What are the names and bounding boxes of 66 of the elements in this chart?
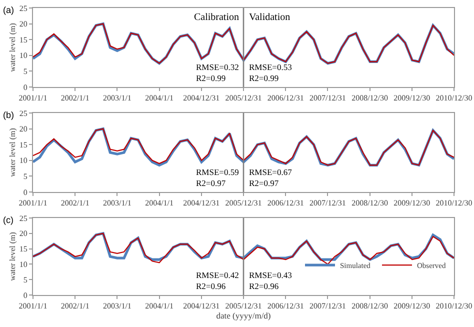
y-axis-title: water level (m)	[8, 128, 18, 177]
x-tick-label: 2006/12/31	[267, 198, 304, 208]
y-tick-label: 15	[19, 244, 28, 254]
x-tick-label: 2009/12/30	[394, 302, 430, 311]
y-tick-label: 5	[23, 172, 28, 181]
annotation: RMSE=0.43 R2=0.96	[249, 270, 292, 292]
y-tick-label: 25	[19, 4, 28, 13]
x-tick-label: 2001/1/1	[18, 94, 48, 103]
x-tick-label: 2001/1/1	[18, 198, 48, 208]
y-tick-label: 0	[23, 290, 28, 300]
y-tick-label: 25	[19, 214, 28, 223]
y-tick-label: 20	[19, 124, 28, 134]
y-tick-label: 25	[19, 108, 28, 118]
y-tick-label: 0	[23, 82, 28, 92]
y-tick-label: 10	[19, 260, 28, 269]
x-axis-title: date (yyyy/m/d)	[216, 310, 271, 321]
x-tick-label: 2004/12/31	[183, 198, 220, 208]
x-tick-label: 2006/12/31	[267, 302, 304, 311]
x-tick-label: 2002/1/1	[60, 198, 90, 208]
x-tick-label: 2003/1/1	[102, 302, 132, 311]
x-tick-label: 2009/12/30	[394, 94, 430, 103]
y-tick-label: 15	[19, 140, 28, 150]
x-tick-label: 2008/12/30	[352, 302, 388, 311]
y-tick-label: 15	[19, 35, 28, 44]
x-tick-label: 2001/1/1	[18, 302, 48, 311]
x-tick-label: 2003/1/1	[102, 198, 132, 208]
x-tick-label: 2008/12/30	[352, 94, 388, 103]
text: (c)	[3, 215, 14, 225]
x-tick-label: 2005/12/31	[225, 94, 262, 103]
annotation: RMSE=0.67 R2=0.97	[249, 167, 292, 188]
x-tick-label: 2007/12/31	[309, 198, 346, 208]
y-axis-title: water level (m)	[8, 232, 18, 281]
annotation: RMSE=0.59 R2=0.97	[196, 167, 239, 188]
x-tick-label: 2005/12/31	[225, 302, 262, 311]
annotation: Validation	[249, 12, 290, 23]
y-tick-label: 5	[23, 67, 28, 76]
y-tick-label: 20	[19, 229, 28, 238]
x-tick-label: 2002/1/1	[60, 94, 90, 103]
x-tick-label: 2004/1/1	[145, 94, 174, 103]
x-tick-label: 2010/12/30	[436, 94, 472, 103]
x-tick-label: 2010/12/30	[436, 302, 472, 311]
x-tick-label: 2007/12/31	[309, 94, 346, 103]
x-tick-label: 2004/12/31	[183, 94, 220, 103]
x-tick-label: 2002/1/1	[60, 302, 90, 311]
y-tick-label: 10	[19, 51, 28, 60]
x-tick-label: 2008/12/30	[352, 198, 388, 208]
text: (b)	[3, 110, 14, 120]
y-axis-title: water level (m)	[8, 22, 18, 72]
text: (a)	[3, 5, 14, 15]
x-tick-label: 2004/1/1	[145, 302, 174, 311]
x-tick-label: 2010/12/30	[436, 198, 472, 208]
x-tick-label: 2003/1/1	[102, 94, 132, 103]
annotation: RMSE=0.32 R2=0.99	[196, 62, 239, 84]
y-tick-label: 5	[23, 275, 28, 284]
annotation: RMSE=0.53 R2=0.99	[249, 62, 292, 84]
x-tick-label: 2004/1/1	[145, 198, 174, 208]
x-tick-label: 2007/12/31	[309, 302, 346, 311]
x-tick-label: 2009/12/30	[394, 198, 430, 208]
y-tick-label: 0	[23, 188, 28, 197]
x-tick-label: 2005/12/31	[225, 198, 262, 208]
annotation: RMSE=0.42 R2=0.96	[196, 270, 239, 292]
y-tick-label: 20	[19, 20, 28, 29]
y-tick-label: 10	[19, 156, 28, 166]
annotation: Calibration	[194, 12, 239, 23]
x-tick-label: 2004/12/31	[183, 302, 220, 311]
x-tick-label: 2006/12/31	[267, 94, 304, 103]
